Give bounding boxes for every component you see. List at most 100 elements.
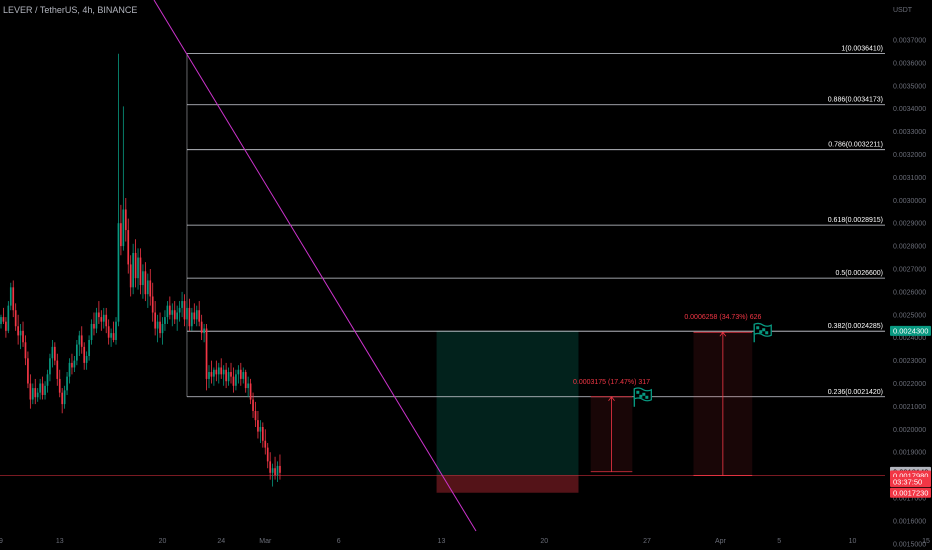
- time-tick-label: 13: [56, 538, 64, 545]
- candle-body: [235, 374, 237, 386]
- fib-retracement[interactable]: 1(0.0036410) 0.886(0.0034173) 0.786(0.0032…: [186, 46, 885, 398]
- candle-body: [80, 335, 83, 347]
- candle-body: [22, 330, 24, 343]
- candle-body: [14, 310, 17, 327]
- candle-body: [117, 223, 120, 322]
- price-tick-label: 0.0032000: [893, 152, 926, 159]
- fib-level-label: 1(0.0036410): [841, 46, 883, 53]
- candle-body: [100, 317, 103, 322]
- candle-body: [120, 223, 122, 247]
- candle-body: [2, 317, 5, 322]
- fib-level-label: 0.236(0.0021420): [828, 389, 883, 396]
- currency-label: USDT: [893, 7, 913, 14]
- measure-arrow-head: [608, 396, 615, 402]
- candle-body: [213, 369, 215, 377]
- candle-body: [134, 252, 137, 279]
- stop-zone[interactable]: [436, 475, 579, 493]
- price-tick-label: 0.0022000: [893, 381, 926, 388]
- candle-body: [276, 465, 279, 476]
- candle-body: [188, 307, 191, 327]
- price-tick-label: 0.0031000: [893, 175, 926, 182]
- candle-body: [46, 374, 49, 386]
- candle-body: [41, 383, 44, 395]
- price-tick-label: 0.0016000: [893, 518, 926, 525]
- candle-body: [176, 312, 179, 320]
- candle-body: [76, 344, 78, 361]
- candle-body: [71, 362, 73, 368]
- candle-body: [252, 399, 254, 411]
- candle-body: [222, 369, 225, 375]
- candle-body: [164, 317, 166, 324]
- candle-body: [225, 369, 227, 382]
- candlestick-series: [0, 53, 281, 487]
- price-range-measures[interactable]: 0.0003175 (17.47%) 317 0.0006258 (34.73%)…: [573, 314, 772, 476]
- time-tick-label: 20: [159, 538, 167, 545]
- candle-body: [151, 296, 154, 313]
- candle-body: [129, 264, 132, 288]
- candle-body: [279, 465, 281, 473]
- measure-label: 0.0003175 (17.47%) 317: [573, 379, 650, 386]
- candle-body: [269, 461, 272, 473]
- time-tick-label: 9: [0, 538, 3, 545]
- candle-body: [237, 369, 240, 375]
- candle-body: [36, 392, 39, 398]
- time-tick-label: 20: [540, 538, 548, 545]
- price-tick-label: 0.0028000: [893, 244, 926, 251]
- candle-body: [274, 468, 276, 476]
- price-tick-label: 0.0021000: [893, 404, 926, 411]
- candle-body: [34, 388, 37, 398]
- candle-body: [198, 310, 201, 322]
- candle-body: [173, 310, 176, 320]
- candle-body: [230, 372, 232, 377]
- price-axis[interactable]: 0.0037000 0.0036000 0.0035000 0.0034000 0.00…: [890, 38, 931, 549]
- price-tick-label: 0.0026000: [893, 289, 926, 296]
- candle-body: [220, 367, 223, 375]
- candle-body: [195, 310, 198, 320]
- price-tick-label: 0.0036000: [893, 60, 926, 67]
- time-tick-label: 27: [643, 538, 651, 545]
- price-tick-label: 0.0034000: [893, 106, 926, 113]
- long-position-tool[interactable]: [0, 330, 885, 493]
- candle-body: [227, 372, 230, 382]
- candle-body: [264, 440, 267, 448]
- candle-body: [61, 392, 64, 405]
- candle-body: [122, 209, 125, 247]
- candle-body: [156, 321, 159, 329]
- trend-line[interactable]: [153, 0, 477, 532]
- price-tick-label: 0.0025000: [893, 312, 926, 319]
- candle-body: [154, 312, 157, 329]
- candle-body: [110, 333, 112, 338]
- candle-body: [51, 346, 54, 359]
- time-axis[interactable]: 9 13 20 24 Mar 6 13 20 27 Apr 5 10 15: [0, 538, 930, 545]
- price-tag-label: 0.0017980: [893, 471, 928, 480]
- candle-body: [171, 310, 174, 315]
- fib-level-label: 0.5(0.0026600): [836, 270, 883, 277]
- candle-body: [78, 335, 81, 345]
- price-tick-label: 0.0035000: [893, 83, 926, 90]
- price-tick-label: 0.0024000: [893, 335, 926, 342]
- candle-body: [168, 305, 171, 315]
- candle-body: [31, 388, 34, 400]
- candle-body: [254, 410, 257, 421]
- candle-body: [27, 358, 29, 384]
- candle-body: [249, 383, 252, 400]
- candle-body: [112, 333, 115, 340]
- price-tag-box: [890, 325, 931, 336]
- chart-title: LEVER / TetherUS, 4h, BINANCE: [3, 5, 137, 15]
- candle-body: [115, 321, 117, 340]
- candle-body: [0, 317, 2, 324]
- profit-zone[interactable]: [436, 330, 579, 476]
- price-tick-label: 0.0015000: [893, 541, 926, 548]
- price-tick-label: 0.0017000: [893, 496, 926, 503]
- time-tick-label: 5: [777, 538, 781, 545]
- candle-body: [127, 230, 130, 265]
- descending-trendline[interactable]: [153, 0, 477, 532]
- price-tick-label: 0.0030000: [893, 198, 926, 205]
- candle-body: [90, 323, 93, 340]
- candle-body: [17, 326, 19, 336]
- candle-body: [107, 326, 110, 338]
- candle-body: [88, 339, 90, 357]
- candle-body: [257, 420, 259, 432]
